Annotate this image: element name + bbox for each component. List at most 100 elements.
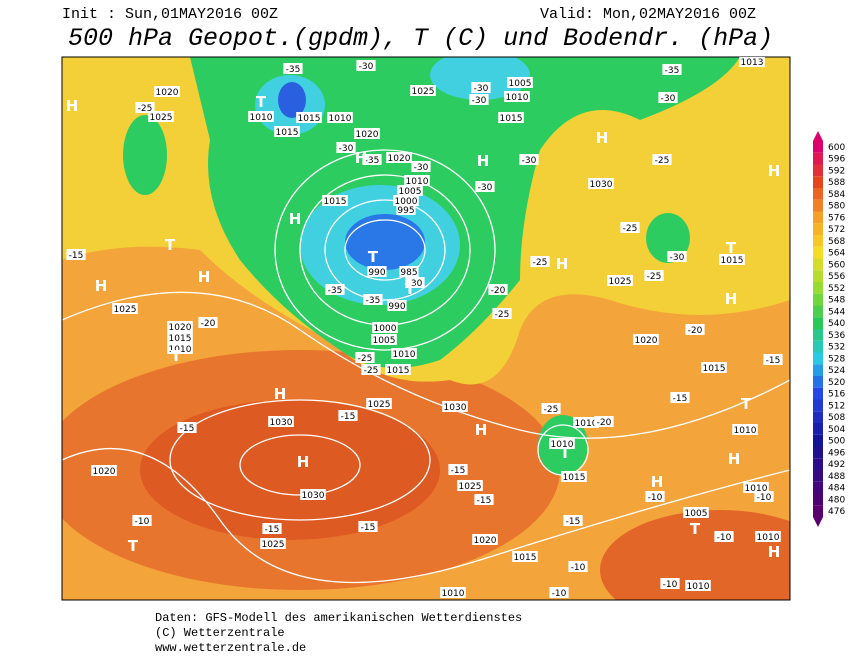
colorbar-label: 552 bbox=[828, 284, 845, 294]
label-box bbox=[644, 270, 664, 281]
isoline-label: -25 bbox=[655, 156, 670, 166]
label-box bbox=[549, 438, 575, 449]
colorbar-cell bbox=[813, 211, 823, 224]
pressure-center: T bbox=[128, 537, 139, 555]
isoline-label: 1000 bbox=[395, 197, 418, 207]
isoline-label: 990 bbox=[368, 268, 385, 278]
label-box bbox=[387, 300, 407, 311]
isoline-label: 1005 bbox=[685, 509, 708, 519]
label-box bbox=[685, 324, 705, 335]
label-box bbox=[488, 284, 508, 295]
pressure-center: H bbox=[728, 450, 741, 468]
label-box bbox=[248, 111, 274, 122]
pressure-center: T bbox=[560, 444, 571, 462]
isoline-label: 1020 bbox=[356, 130, 379, 140]
colorbar-label: 548 bbox=[828, 296, 845, 306]
label-box bbox=[135, 102, 155, 113]
colorbar-cell bbox=[813, 293, 823, 306]
colorbar-cell bbox=[813, 305, 823, 318]
colorbar-label: 492 bbox=[828, 460, 845, 470]
label-box bbox=[372, 322, 398, 333]
label-box bbox=[719, 254, 745, 265]
isoline-label: -35 bbox=[286, 65, 301, 75]
isoline-label: 1015 bbox=[563, 473, 586, 483]
map-title: 500 hPa Geopot.(gpdm), T (C) und Bodendr… bbox=[68, 24, 773, 53]
label-box bbox=[549, 587, 569, 598]
colorbar-cell bbox=[813, 188, 823, 200]
isoline-label: 1010 bbox=[757, 533, 780, 543]
label-box bbox=[645, 491, 665, 502]
isoline-label: -20 bbox=[491, 286, 506, 296]
label-box bbox=[268, 416, 294, 427]
isoline-label: -25 bbox=[533, 258, 548, 268]
warm-area bbox=[600, 510, 790, 600]
isoline-label: 1010 bbox=[734, 426, 757, 436]
isoline-label: -30 bbox=[670, 253, 685, 263]
pressure-center: H bbox=[66, 97, 79, 115]
isoline-label: -15 bbox=[451, 466, 466, 476]
isoline-label: 1025 bbox=[412, 87, 435, 97]
colorbar-cell bbox=[813, 434, 823, 447]
colorbar-label: 580 bbox=[828, 202, 845, 212]
colorbar-cell bbox=[813, 481, 823, 494]
green-area bbox=[123, 115, 167, 195]
isoline-label: 1010 bbox=[687, 582, 710, 592]
colorbar-arrow bbox=[813, 131, 823, 141]
colorbar-label: 500 bbox=[828, 437, 845, 447]
label-box bbox=[361, 364, 381, 375]
label-box bbox=[66, 249, 86, 260]
isoline-label: -15 bbox=[673, 394, 688, 404]
colorbar-cell bbox=[813, 458, 823, 470]
pressure-center: H bbox=[297, 453, 310, 471]
label-box bbox=[568, 561, 588, 572]
pressure-center: T bbox=[368, 248, 379, 266]
colorbar-label: 572 bbox=[828, 225, 845, 235]
label-box bbox=[112, 303, 138, 314]
pressure-center: H bbox=[477, 152, 490, 170]
isoline-label: 1030 bbox=[444, 403, 467, 413]
isoline-label: 1015 bbox=[298, 114, 321, 124]
label-box bbox=[685, 580, 711, 591]
pressure-center: H bbox=[95, 277, 108, 295]
isoline-label: 1030 bbox=[590, 180, 613, 190]
colorbar-label: 540 bbox=[828, 319, 845, 329]
label-box bbox=[714, 531, 734, 542]
label-box bbox=[662, 64, 682, 75]
isoline-label: -15 bbox=[361, 523, 376, 533]
colorbar-cell bbox=[813, 235, 823, 247]
label-box bbox=[755, 531, 781, 542]
label-box bbox=[530, 256, 550, 267]
pressure-center: H bbox=[289, 210, 302, 228]
colorbar-label: 484 bbox=[828, 484, 845, 494]
label-box bbox=[354, 128, 380, 139]
isoline-label: -15 bbox=[69, 251, 84, 261]
label-box bbox=[198, 317, 218, 328]
isoline-label: -30 bbox=[472, 96, 487, 106]
label-box bbox=[471, 82, 491, 93]
isoline-label: -30 bbox=[408, 279, 423, 289]
label-box bbox=[356, 60, 376, 71]
isoline-label: -15 bbox=[477, 496, 492, 506]
isoline-label: -20 bbox=[201, 319, 216, 329]
pressure-center: H bbox=[768, 543, 781, 561]
isoline-label: -10 bbox=[648, 493, 663, 503]
isoline-label: 1010 bbox=[169, 345, 192, 355]
label-box bbox=[469, 94, 489, 105]
colorbar-label: 600 bbox=[828, 143, 845, 153]
isoline-label: -35 bbox=[665, 66, 680, 76]
isoline-label: -25 bbox=[138, 104, 153, 114]
pressure-center: T bbox=[256, 93, 267, 111]
isoline-label: 1015 bbox=[703, 364, 726, 374]
isoline-label: -10 bbox=[552, 589, 567, 599]
label-box bbox=[322, 195, 348, 206]
colorbar-label: 508 bbox=[828, 413, 845, 423]
isoline-label: 1015 bbox=[387, 366, 410, 376]
label-box bbox=[507, 77, 533, 88]
label-box bbox=[442, 401, 468, 412]
colorbar-cell bbox=[813, 282, 823, 294]
colorbar-label: 564 bbox=[828, 249, 845, 259]
label-box bbox=[472, 534, 498, 545]
